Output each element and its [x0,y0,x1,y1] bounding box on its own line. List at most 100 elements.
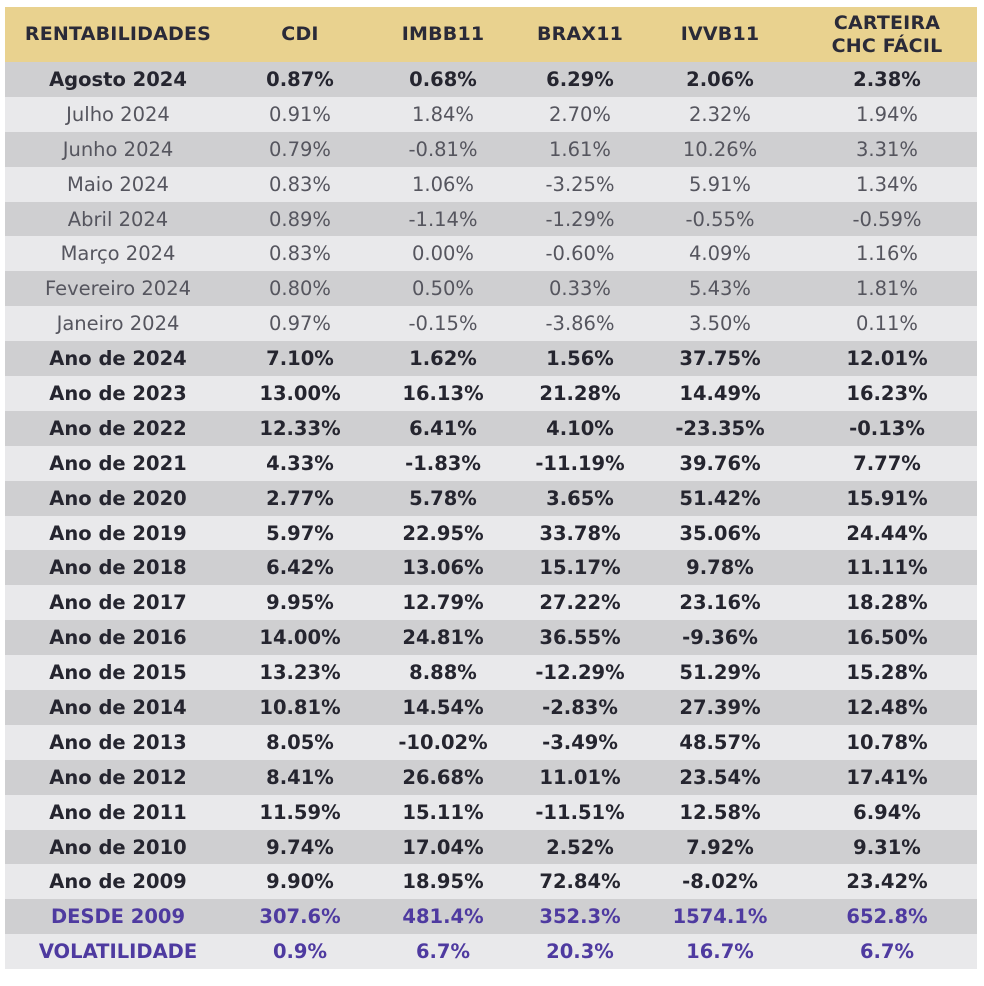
cell-brax11: -3.49% [517,724,643,760]
cell-imbb11: 13.06% [369,550,517,586]
cell-brax11: 72.84% [517,864,643,900]
cell-imbb11: 12.79% [369,585,517,621]
cell-brax11: 4.10% [517,410,643,446]
cell-cdi: 0.80% [231,271,369,307]
table-row: Agosto 2024 0.87% 0.68% 6.29% 2.06% 2.38% [5,62,977,97]
cell-ivvb11: 10.26% [643,131,797,167]
table-row: Ano de 2021 4.33% -1.83% -11.19% 39.76% 7.77% [5,445,977,481]
cell-imbb11: -1.83% [369,445,517,481]
table-row: Abril 2024 0.89% -1.14% -1.29% -0.55% -0.59% [5,201,977,237]
cell-carteira: 16.50% [797,620,977,656]
cell-imbb11: 14.54% [369,690,517,725]
cell-cdi: 13.00% [231,376,369,411]
cell-cdi: 9.74% [231,829,369,865]
cell-carteira: 0.11% [797,306,977,342]
row-label: Ano de 2017 [5,585,231,621]
row-label: Agosto 2024 [5,62,231,97]
row-label: Ano de 2010 [5,829,231,865]
cell-carteira: 15.28% [797,655,977,691]
cell-imbb11: 22.95% [369,515,517,551]
cell-brax11: -3.25% [517,166,643,202]
cell-imbb11: 1.62% [369,341,517,377]
cell-imbb11: 0.50% [369,271,517,307]
cell-cdi: 0.9% [231,934,369,970]
cell-brax11: -0.60% [517,236,643,272]
cell-brax11: -11.51% [517,794,643,830]
cell-imbb11: 481.4% [369,899,517,935]
cell-imbb11: -0.81% [369,131,517,167]
cell-cdi: 12.33% [231,410,369,446]
cell-ivvb11: 5.91% [643,166,797,202]
cell-ivvb11: 7.92% [643,829,797,865]
row-label: Junho 2024 [5,131,231,167]
cell-ivvb11: -0.55% [643,201,797,237]
cell-cdi: 0.83% [231,166,369,202]
row-label: DESDE 2009 [5,899,231,935]
cell-cdi: 8.41% [231,759,369,795]
table-row: Ano de 2017 9.95% 12.79% 27.22% 23.16% 18.28% [5,585,977,621]
table-row: Ano de 2020 2.77% 5.78% 3.65% 51.42% 15.91% [5,480,977,516]
row-label: Ano de 2023 [5,376,231,411]
cell-ivvb11: 35.06% [643,515,797,551]
table-row: Ano de 2010 9.74% 17.04% 2.52% 7.92% 9.31% [5,829,977,865]
row-label: Ano de 2019 [5,515,231,551]
cell-cdi: 13.23% [231,655,369,691]
row-label: Ano de 2011 [5,794,231,830]
table-row: Ano de 2014 10.81% 14.54% -2.83% 27.39% 12.48… [5,690,977,725]
cell-brax11: -1.29% [517,201,643,237]
row-label: Ano de 2014 [5,690,231,725]
header-row: RENTABILIDADES CDI IMBB11 BRAX11 IVVB11 … [5,7,977,62]
cell-brax11: 352.3% [517,899,643,935]
cell-imbb11: 17.04% [369,829,517,865]
cell-carteira: 1.34% [797,166,977,202]
cell-carteira: 7.77% [797,445,977,481]
cell-imbb11: 0.68% [369,62,517,97]
cell-imbb11: 16.13% [369,376,517,411]
table-row: Ano de 2015 13.23% 8.88% -12.29% 51.29% 15.28… [5,655,977,691]
row-label: Ano de 2022 [5,410,231,446]
cell-carteira: 18.28% [797,585,977,621]
row-label: Ano de 2016 [5,620,231,656]
cell-brax11: 1.61% [517,131,643,167]
cell-imbb11: -0.15% [369,306,517,342]
table-row: Ano de 2024 7.10% 1.62% 1.56% 37.75% 12.01% [5,341,977,377]
cell-cdi: 11.59% [231,794,369,830]
cell-ivvb11: 37.75% [643,341,797,377]
cell-carteira: 10.78% [797,724,977,760]
table-row: Maio 2024 0.83% 1.06% -3.25% 5.91% 1.34% [5,166,977,202]
cell-imbb11: 18.95% [369,864,517,900]
cell-carteira: 6.94% [797,794,977,830]
cell-ivvb11: 3.50% [643,306,797,342]
cell-brax11: 2.70% [517,96,643,132]
cell-imbb11: -10.02% [369,724,517,760]
cell-carteira: 15.91% [797,480,977,516]
returns-table: RENTABILIDADES CDI IMBB11 BRAX11 IVVB11 … [5,7,977,970]
cell-ivvb11: 5.43% [643,271,797,307]
cell-cdi: 5.97% [231,515,369,551]
cell-brax11: 21.28% [517,376,643,411]
cell-ivvb11: 14.49% [643,376,797,411]
cell-carteira: 652.8% [797,899,977,935]
row-label: Ano de 2024 [5,341,231,377]
table-row: Junho 2024 0.79% -0.81% 1.61% 10.26% 3.31% [5,131,977,167]
cell-brax11: 3.65% [517,480,643,516]
cell-imbb11: 1.06% [369,166,517,202]
cell-cdi: 7.10% [231,341,369,377]
table-row: Ano de 2018 6.42% 13.06% 15.17% 9.78% 11.11% [5,550,977,586]
header-cdi: CDI [231,7,369,62]
cell-brax11: 36.55% [517,620,643,656]
cell-cdi: 0.87% [231,62,369,97]
cell-ivvb11: -23.35% [643,410,797,446]
table-row: Fevereiro 2024 0.80% 0.50% 0.33% 5.43% 1.81% [5,271,977,307]
row-label: Julho 2024 [5,96,231,132]
cell-carteira: 23.42% [797,864,977,900]
cell-brax11: 20.3% [517,934,643,970]
row-label: Abril 2024 [5,201,231,237]
cell-cdi: 0.79% [231,131,369,167]
header-brax11: BRAX11 [517,7,643,62]
cell-cdi: 9.95% [231,585,369,621]
cell-cdi: 0.91% [231,96,369,132]
cell-carteira: 12.01% [797,341,977,377]
cell-carteira: 16.23% [797,376,977,411]
cell-ivvb11: 48.57% [643,724,797,760]
